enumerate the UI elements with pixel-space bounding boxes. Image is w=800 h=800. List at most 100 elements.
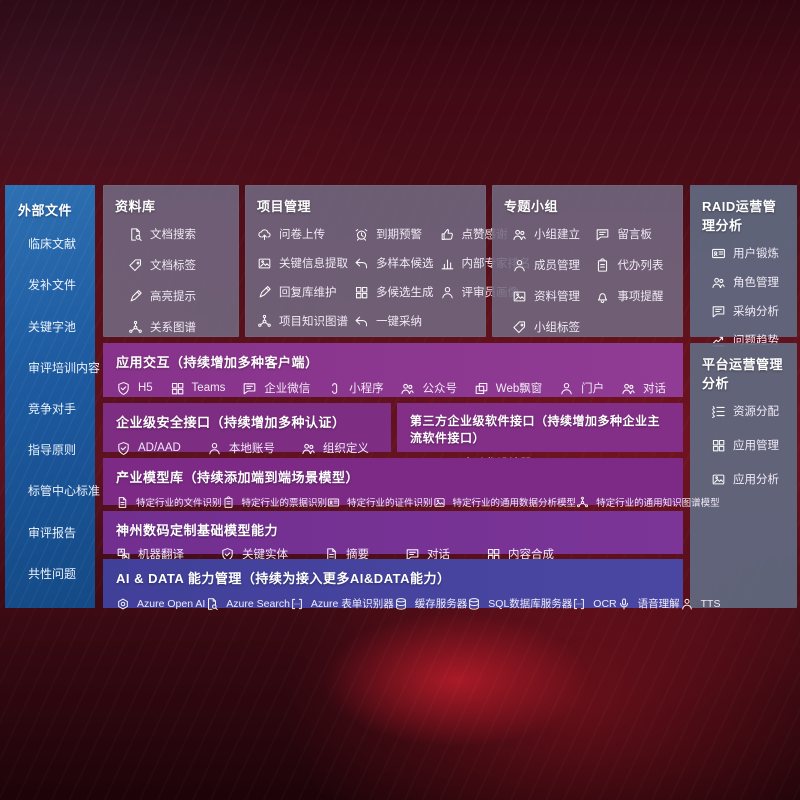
item-label: Web飘窗: [495, 383, 543, 395]
list-item: 成员管理: [512, 257, 591, 273]
list-item: 应用管理: [711, 437, 785, 453]
list-item: 代办列表: [595, 257, 671, 273]
people-icon: [711, 275, 726, 290]
grid-icon: [354, 285, 369, 300]
panel-title: RAID运营管理分析: [702, 199, 777, 233]
item-label: 用户锻炼: [733, 248, 779, 260]
chart-window-icon: [711, 472, 726, 487]
item-label: 共性问题: [28, 566, 77, 581]
item-label: SQL数据库服务器: [488, 598, 573, 610]
list-item: 缓存服务器: [394, 596, 468, 611]
item-label: 特定行业的证件识别: [347, 498, 433, 509]
list-item: 多候选生成: [354, 284, 434, 300]
list-item: Azure 表单识别器: [290, 596, 394, 611]
people-chat-icon: [621, 381, 636, 396]
list-item: AD/AAD: [116, 441, 181, 456]
thumbs-up-icon: [440, 227, 455, 242]
wechat-bubble-icon: [242, 381, 257, 396]
item-label: 事项提醒: [617, 291, 664, 303]
list-item: 特定行业的票据识别: [222, 495, 327, 509]
item-label: 审评培训内容: [28, 360, 101, 375]
list-item: 对话: [621, 380, 666, 396]
scan-frame-icon: [290, 597, 304, 611]
panel-title: 专题小组: [504, 199, 559, 214]
item-label: 机器翻译: [138, 549, 184, 561]
list-item: Azure Open AI: [116, 597, 205, 611]
list-item: Azure Search: [205, 597, 290, 611]
panel-platform-analysis: 平台运营管理分析 资源分配 应用管理 应用分析: [690, 343, 797, 608]
item-label: H5: [138, 382, 153, 394]
list-item: SQL数据库服务器: [467, 596, 572, 611]
grid-icon: [711, 438, 726, 453]
item-label: 标管中心标准: [28, 484, 101, 499]
list-item: TTS: [680, 597, 720, 611]
item-label: 小程序: [349, 383, 384, 395]
item-label: 关系图谱: [150, 322, 196, 334]
list-item: 留言板: [595, 226, 671, 242]
item-label: 应用分析: [733, 474, 779, 486]
sidebar-item: 审评报告: [28, 524, 83, 541]
item-label: 指导原则: [28, 443, 77, 458]
row-industry-models: 产业模型库（持续添加端到端场景模型） 特定行业的文件识别 特定行业的票据识别 特…: [103, 458, 720, 509]
list-item: 公众号: [400, 380, 457, 396]
list-item: 关系图谱: [128, 319, 227, 335]
item-label: 留言板: [617, 229, 652, 241]
sidebar-title: 外部文件: [18, 203, 73, 218]
list-item: 关键实体: [220, 546, 288, 562]
item-label: 摘要: [346, 549, 369, 561]
item-label: 内容合成: [508, 549, 554, 561]
row-thirdparty-interface: 第三方企业级软件接口（持续增加多种企业主流软件接口） API自动化设计器: [397, 403, 683, 470]
html5-badge-icon: [116, 381, 131, 396]
list-item: 文档搜索: [128, 226, 227, 242]
item-label: 高亮提示: [150, 291, 196, 303]
item-label: 关键信息提取: [279, 258, 348, 270]
list-item: 门户: [559, 380, 604, 396]
list-item: 小组建立: [512, 226, 591, 242]
row-security-interface: 企业级安全接口（持续增加多种认证） AD/AAD 本地账号 组织定义: [103, 403, 391, 455]
list-item: 资料管理: [512, 288, 591, 304]
picture-icon: [257, 256, 272, 271]
receipt-icon: [222, 496, 235, 509]
list-item: 到期预警: [354, 226, 434, 242]
list-item: Web飘窗: [474, 380, 542, 396]
list-item: 小程序: [327, 380, 384, 396]
sidebar-item: 共性问题: [28, 565, 83, 582]
list-item: 关键信息提取: [257, 255, 348, 271]
item-label: 一键采纳: [376, 316, 422, 328]
panel-title: 项目管理: [257, 199, 312, 214]
list-item: 内容合成: [486, 546, 554, 562]
item-label: 语音理解: [637, 598, 680, 610]
item-label: 角色管理: [733, 277, 779, 289]
people-icon: [512, 227, 527, 242]
bell-icon: [595, 289, 610, 304]
list-item: OCR: [572, 597, 617, 611]
list-item: 一键采纳: [354, 313, 434, 329]
sidebar-item: 关键字池: [28, 318, 83, 335]
sidebar-item: 审评培训内容: [28, 359, 100, 376]
panel-repository: 资料库 文档搜索 文档标签 高亮提示 关系图谱 文档分类: [103, 185, 239, 365]
network-graph-icon: [257, 314, 272, 329]
message-board-icon: [595, 227, 610, 242]
stacked-windows-icon: [474, 381, 489, 396]
list-item: 角色管理: [711, 274, 785, 290]
sidebar-item: 发补文件: [28, 276, 83, 293]
list-item: 项目知识图谱: [257, 313, 348, 329]
person-icon: [440, 285, 455, 300]
item-label: 关键实体: [242, 549, 288, 561]
row-ai-data-management: AI & DATA 能力管理（持续为接入更多AI&DATA能力） Azure O…: [103, 559, 720, 611]
network-graph-icon: [128, 320, 143, 335]
document-search-icon: [205, 597, 219, 611]
panel-project-management: 项目管理 问卷上传 到期预警 点赞感谢 关键信息提取 多样本候选 内部专家排名 …: [245, 185, 531, 337]
reply-arrow-icon: [354, 256, 369, 271]
panel-title: 平台运营管理分析: [702, 357, 784, 391]
person-add-icon: [512, 258, 527, 273]
item-label: 成员管理: [534, 260, 580, 272]
teams-logo-icon: [170, 381, 185, 396]
sidebar-item: 标管中心标准: [28, 482, 100, 499]
item-label: 临床文献: [28, 237, 77, 252]
row-title: 第三方企业级软件接口（持续增加多种企业主流软件接口）: [410, 414, 661, 445]
shield-icon: [116, 441, 131, 456]
item-label: 企业微信: [264, 383, 311, 395]
item-label: Azure Open AI: [137, 597, 206, 610]
item-label: 缓存服务器: [414, 598, 468, 610]
